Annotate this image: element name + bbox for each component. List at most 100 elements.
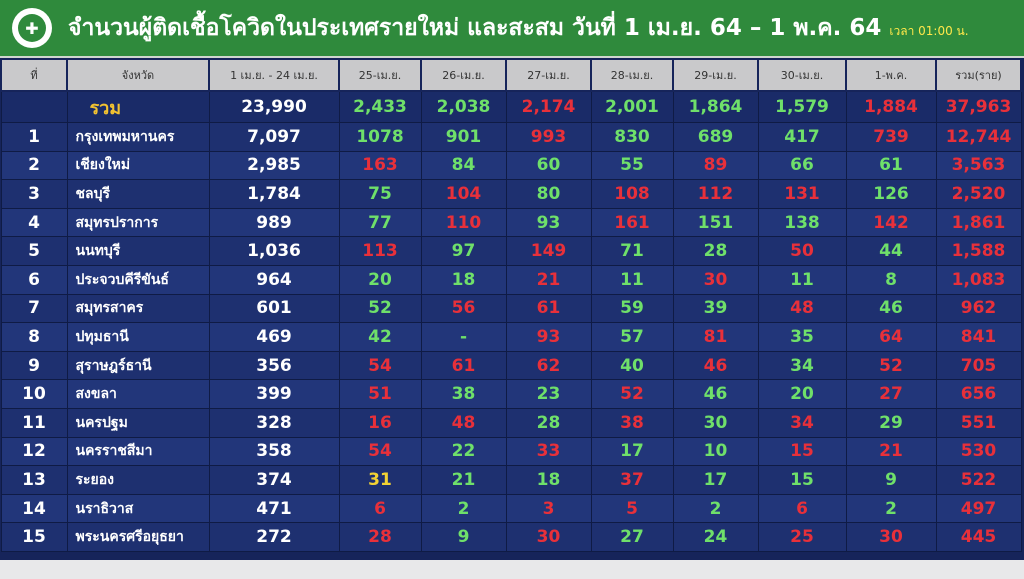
base-count: 272	[208, 522, 340, 552]
covid-table-panel: ✚ จำนวนผู้ติดเชื้อโควิดในประเทศรายใหม่ แ…	[0, 0, 1024, 560]
total-count: 656	[935, 379, 1022, 409]
total-label: รวม	[66, 90, 210, 123]
daily-count: 1078	[338, 122, 422, 152]
daily-count: 84	[420, 150, 507, 181]
daily-count: 10	[672, 436, 759, 467]
total-count: 3,563	[935, 150, 1022, 181]
daily-count: 23	[505, 379, 592, 409]
daily-count: 89	[672, 150, 759, 181]
daily-count: 93	[505, 207, 592, 238]
daily-count: 57	[590, 322, 674, 352]
daily-count: 31	[338, 465, 422, 495]
table-row: 8 ปทุมธานี 469 42-93 57 81 35 64 841	[0, 322, 1022, 352]
daily-count: 71	[590, 236, 674, 266]
daily-count: 149	[505, 236, 592, 266]
daily-count: 11	[590, 264, 674, 295]
daily-count: 18	[505, 465, 592, 495]
daily-count: 52	[590, 379, 674, 409]
province-name: ชลบุรี	[66, 179, 210, 209]
daily-count: 830	[590, 122, 674, 152]
daily-count: -	[420, 322, 507, 352]
total-count: 1,588	[935, 236, 1022, 266]
daily-count: 37,963	[935, 90, 1022, 123]
province-name: ปทุมธานี	[66, 322, 210, 352]
daily-count: 22	[420, 436, 507, 467]
column-header: 26-เม.ย.	[420, 58, 507, 92]
row-number: 10	[0, 379, 68, 409]
table-row: 13 ระยอง 374 31 21 18 37 17 15 9 522	[0, 465, 1022, 495]
table-row: 12 นครราชสีมา 358 54 22 33 17 10 15 21 530	[0, 436, 1022, 467]
column-header: จังหวัด	[66, 58, 210, 92]
daily-count: 113	[338, 236, 422, 266]
daily-count: 993	[505, 122, 592, 152]
daily-count: 28	[338, 522, 422, 552]
daily-count: 161	[590, 207, 674, 238]
daily-count: 61	[505, 293, 592, 324]
daily-count: 93	[505, 322, 592, 352]
daily-count: 6	[757, 493, 847, 524]
total-count: 962	[935, 293, 1022, 324]
table-row: 15 พระนครศรีอยุธยา 272 28 9 30 27 24 25 30 445	[0, 522, 1022, 552]
row-number: 7	[0, 293, 68, 324]
base-count: 1,036	[208, 236, 340, 266]
page-title: จำนวนผู้ติดเชื้อโควิดในประเทศรายใหม่ และ…	[68, 15, 882, 41]
daily-count: 9	[420, 522, 507, 552]
daily-count: 56	[420, 293, 507, 324]
table-row: 11 นครปฐม 328 16 48 28 38 30 34 29 551	[0, 407, 1022, 438]
daily-count: 46	[672, 350, 759, 381]
row-number	[0, 90, 68, 123]
row-number: 4	[0, 207, 68, 238]
table-row: 5 นนทบุรี 1,036 113 97 149 71 28 50 44 1,588	[0, 236, 1022, 266]
daily-count: 138	[757, 207, 847, 238]
province-name: นนทบุรี	[66, 236, 210, 266]
update-time: เวลา 01:00 น.	[889, 23, 969, 38]
daily-count: 2,433	[338, 90, 422, 123]
total-count: 705	[935, 350, 1022, 381]
daily-count: 60	[505, 150, 592, 181]
province-name: สมุทรสาคร	[66, 293, 210, 324]
daily-count: 39	[672, 293, 759, 324]
table-row: 2 เชียงใหม่ 2,985 163 84 60 55 89 66 61 3,563	[0, 150, 1022, 181]
daily-count: 77	[338, 207, 422, 238]
daily-count: 33	[505, 436, 592, 467]
total-count: 12,744	[935, 122, 1022, 152]
daily-count: 417	[757, 122, 847, 152]
row-number: 13	[0, 465, 68, 495]
daily-count: 126	[845, 179, 937, 209]
total-count: 445	[935, 522, 1022, 552]
daily-count: 17	[590, 436, 674, 467]
province-name: นครราชสีมา	[66, 436, 210, 467]
daily-count: 18	[420, 264, 507, 295]
daily-count: 5	[590, 493, 674, 524]
table-row: 1 กรุงเทพมหานคร 7,097 1078 901 993 830 689 417 73…	[0, 122, 1022, 152]
province-name: นราธิวาส	[66, 493, 210, 524]
province-name: สุราษฎร์ธานี	[66, 350, 210, 381]
daily-count: 8	[845, 264, 937, 295]
daily-count: 44	[845, 236, 937, 266]
table-row: 14 นราธิวาส 471 6 2 3 5 2 6 2 497	[0, 493, 1022, 524]
daily-count: 75	[338, 179, 422, 209]
row-number: 14	[0, 493, 68, 524]
total-count: 1,861	[935, 207, 1022, 238]
total-count: 841	[935, 322, 1022, 352]
daily-count: 21	[845, 436, 937, 467]
daily-count: 62	[505, 350, 592, 381]
daily-count: 40	[590, 350, 674, 381]
daily-count: 35	[757, 322, 847, 352]
daily-count: 24	[672, 522, 759, 552]
daily-count: 61	[420, 350, 507, 381]
daily-count: 2,001	[590, 90, 674, 123]
column-header: 27-เม.ย.	[505, 58, 592, 92]
table-row: 7 สมุทรสาคร 601 52 56 61 59 39 48 46 962	[0, 293, 1022, 324]
total-count: 2,520	[935, 179, 1022, 209]
table-row: 10 สงขลา 399 51 38 23 52 46 20 27 656	[0, 379, 1022, 409]
daily-count: 30	[672, 407, 759, 438]
daily-count: 48	[420, 407, 507, 438]
daily-count: 17	[672, 465, 759, 495]
column-header: 1 เม.ย. - 24 เม.ย.	[208, 58, 340, 92]
row-number: 11	[0, 407, 68, 438]
daily-count: 48	[757, 293, 847, 324]
column-header: 25-เม.ย.	[338, 58, 422, 92]
daily-count: 21	[420, 465, 507, 495]
base-count: 601	[208, 293, 340, 324]
